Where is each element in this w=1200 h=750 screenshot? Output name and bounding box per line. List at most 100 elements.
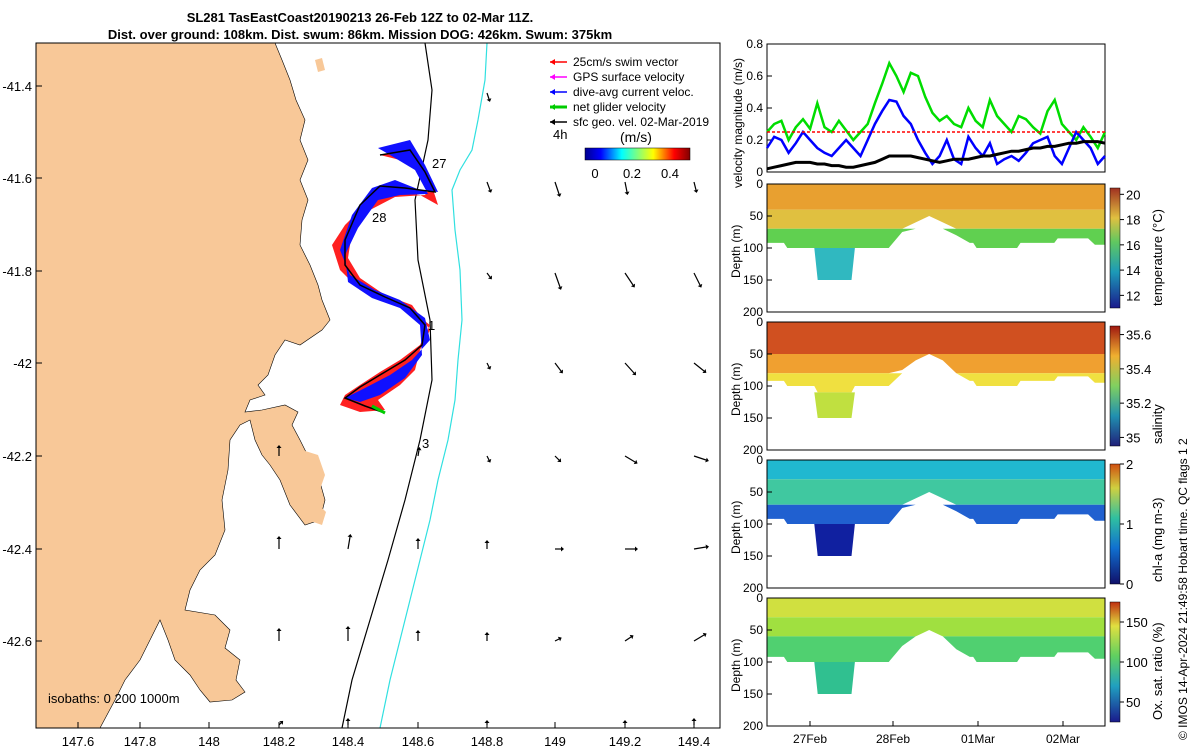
- geo-arrow-shaft: [554, 455, 560, 461]
- geo-arrow-head: [705, 457, 709, 463]
- heatmap-layer: [767, 479, 1105, 505]
- heatmap-layer: [767, 504, 1105, 524]
- heatmap-y-tick-label: 200: [743, 581, 763, 595]
- day-label-3: 3: [422, 436, 429, 451]
- geo-arrow-head: [622, 720, 628, 723]
- map-y-tick-label: -42: [13, 356, 32, 371]
- geo-arrow-head: [561, 546, 564, 552]
- colorbar-tick-label: 0: [1126, 577, 1133, 592]
- colorbar-unit-label: (m/s): [620, 129, 652, 145]
- heatmap-y-tick-label: 0: [756, 453, 763, 467]
- heatmap-y-tick-label: 0: [756, 177, 763, 191]
- heatmap-y-tick-label: 200: [743, 719, 763, 733]
- map-x-tick-label: 149.2: [609, 734, 642, 749]
- heatmap-colorbar: [1109, 601, 1121, 723]
- heatmap-layer: [767, 460, 1105, 480]
- map-x-tick-label: 147.8: [124, 734, 157, 749]
- geo-arrow-shaft: [693, 362, 705, 372]
- legend-label: dive-avg current veloc.: [573, 85, 694, 99]
- heatmap-layer: [767, 228, 1105, 248]
- heatmap-y-tick-label: 150: [743, 273, 763, 287]
- geo-arrow-head: [415, 538, 421, 541]
- colorbar-tick-label: 1: [1126, 517, 1133, 532]
- geo-arrow-head: [276, 445, 282, 448]
- geo-arrow-head: [632, 371, 637, 376]
- velocity-chart: 0 0.2 0.4 0.6 0.8 velocity magnitude (m/s): [731, 37, 1107, 188]
- geo-arrow-shaft: [554, 638, 560, 642]
- geo-arrow-shaft: [486, 181, 491, 191]
- date-tick-label: 27Feb: [793, 732, 827, 746]
- heatmap-y-tick-label: 50: [750, 347, 764, 361]
- geo-arrow-shaft: [693, 546, 707, 550]
- heatmap-y-tick-label: 100: [743, 517, 763, 531]
- heatmap-y-tick-label: 0: [756, 591, 763, 605]
- geo-arrow-head: [557, 286, 563, 290]
- geo-arrow-head: [486, 98, 492, 102]
- legend-arrowhead: [550, 119, 555, 125]
- heatmap-panel: 0 50 100 150 200 Depth (m) 2 1 0 chl-a (mg m-3): [729, 453, 1165, 595]
- colorbar-label: temperature (°C): [1150, 209, 1165, 306]
- velocity-y-tick-label: 0.6: [746, 69, 763, 83]
- geo-arrow-shaft: [693, 181, 697, 191]
- track-blue-current: [340, 140, 438, 402]
- day-label-27: 27: [432, 156, 446, 171]
- map-x-tick-label: 148.8: [471, 734, 504, 749]
- heatmap-layer: [767, 662, 1105, 694]
- island-3: [315, 58, 325, 72]
- geo-arrow-head: [345, 626, 351, 629]
- heatmap-y-tick-label: 50: [750, 209, 764, 223]
- geo-arrow-head: [556, 193, 562, 197]
- colorbar-label: chl-a (mg m-3): [1150, 497, 1165, 582]
- geo-arrow-shaft: [624, 181, 628, 193]
- map-y-tick-label: -41.6: [2, 171, 32, 186]
- geo-arrow-head: [487, 189, 493, 193]
- heatmap-layer: [767, 373, 1105, 393]
- geo-arrow-head: [486, 365, 492, 370]
- geo-arrow-shaft: [554, 181, 560, 195]
- date-tick-label: 02Mar: [1046, 732, 1080, 746]
- heatmap-colorbar: [1109, 325, 1121, 447]
- legend-arrowhead: [550, 104, 555, 110]
- velocity-y-ticks: 0 0.2 0.4 0.6 0.8: [746, 37, 772, 179]
- geo-arrow-head: [691, 718, 697, 721]
- heatmap-y-tick-label: 150: [743, 549, 763, 563]
- map-x-tick-label: 148.2: [263, 734, 296, 749]
- legend-label: net glider velocity: [573, 100, 666, 114]
- heatmap-layer: [767, 617, 1105, 637]
- colorbar-tick-label: 16: [1126, 238, 1140, 253]
- heatmap-layer: [767, 322, 1105, 354]
- heatmap-layer: [767, 209, 1105, 229]
- map-x-tick-label: 148.4: [332, 734, 365, 749]
- geo-arrow-head: [416, 447, 422, 451]
- island-2: [294, 495, 326, 525]
- colorbar-tick-2: 0.4: [661, 166, 679, 181]
- heatmap-layer: [767, 636, 1105, 662]
- geo-arrow-head: [484, 632, 490, 635]
- map-y-tick-label: -42.4: [2, 542, 32, 557]
- legend-label: GPS surface velocity: [573, 70, 684, 84]
- geo-arrow-shaft: [554, 272, 561, 288]
- map-x-tick-label: 149: [544, 734, 566, 749]
- geo-arrow-shaft: [347, 536, 351, 550]
- heatmap-y-tick-label: 200: [743, 305, 763, 319]
- date-tick-label: 01Mar: [961, 732, 995, 746]
- track-green-net: [371, 404, 386, 415]
- velocity-y-tick-label: 0.2: [746, 133, 763, 147]
- heatmap-y-label: Depth (m): [729, 501, 743, 554]
- heatmap-y-tick-label: 50: [750, 485, 764, 499]
- land-mass: [36, 43, 331, 728]
- geo-arrow-head: [347, 534, 353, 538]
- colorbar-label: salinity: [1150, 404, 1165, 444]
- geo-arrow-head: [559, 369, 563, 374]
- heatmap-y-tick-label: 100: [743, 379, 763, 393]
- geo-arrow-shaft: [624, 362, 635, 374]
- velocity-series-line: [766, 140, 1106, 171]
- geo-arrow-head: [484, 720, 490, 723]
- colorbar-tick-label: 20: [1126, 187, 1140, 202]
- heatmap-layer: [767, 248, 1105, 280]
- map-x-tick-label: 149.4: [678, 734, 711, 749]
- heatmap-panel: 0 50 100 150 200 Depth (m) 35.6 35.4 35.2 35 salin…: [729, 315, 1165, 457]
- geo-arrow-shaft: [624, 455, 636, 463]
- heatmap-y-label: Depth (m): [729, 639, 743, 692]
